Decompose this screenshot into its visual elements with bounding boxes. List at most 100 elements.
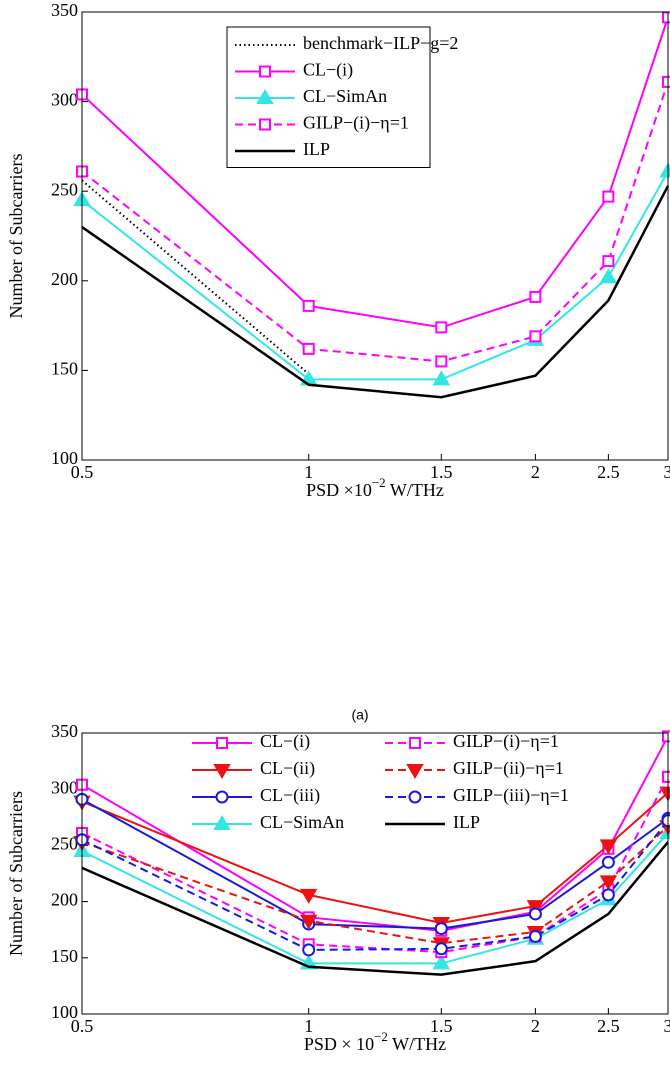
x-axis-label: PSD ×10−2 W/THz xyxy=(306,475,444,500)
marker xyxy=(259,118,271,131)
marker xyxy=(409,737,421,749)
x-tick-label: 1.5 xyxy=(430,462,453,482)
series-line xyxy=(81,179,310,375)
x-tick-label: 2 xyxy=(531,462,540,482)
chart: 100 150 200 250 300 350 0.5 1 1.5 2 2.5 3 PSD ×10−2 … xyxy=(6,0,670,723)
marker xyxy=(259,65,271,78)
legend-label: ILP xyxy=(303,139,330,159)
x-tick-label: 2 xyxy=(531,1016,540,1036)
legend-label: benchmark−ILP−g=2 xyxy=(303,33,458,53)
marker xyxy=(299,888,318,904)
y-tick-label: 150 xyxy=(51,946,78,966)
plot-frame xyxy=(81,732,669,1015)
x-tick-label: 2.5 xyxy=(597,1016,620,1036)
legend-label: GILP−(ii)−η=1 xyxy=(453,758,564,779)
x-tick-label: 1 xyxy=(304,1016,313,1036)
series-line xyxy=(81,841,669,976)
legend-label: GILP−(iii)−η=1 xyxy=(453,785,569,806)
marker xyxy=(299,914,318,930)
legend-label: CL−SimAn xyxy=(303,86,387,106)
marker xyxy=(662,11,670,24)
legend-label: CL−(iii) xyxy=(260,785,320,806)
marker xyxy=(434,922,448,936)
marker xyxy=(528,929,542,943)
plot-area xyxy=(82,733,668,1014)
legend-label: CL−(ii) xyxy=(260,758,315,779)
marker xyxy=(213,764,231,779)
series-line xyxy=(81,17,669,329)
legend-label: ILP xyxy=(453,812,480,832)
marker xyxy=(602,190,615,203)
marker xyxy=(302,342,315,355)
marker xyxy=(528,907,542,921)
series-line xyxy=(81,81,669,363)
y-tick-label: 350 xyxy=(51,721,78,741)
x-tick-label: 3 xyxy=(664,1016,670,1036)
marker xyxy=(662,75,670,88)
marker xyxy=(256,89,274,104)
x-tick-label: 0.5 xyxy=(71,1016,94,1036)
caption: (a) xyxy=(351,707,368,723)
marker xyxy=(599,268,618,284)
y-tick-label: 200 xyxy=(51,890,78,910)
marker xyxy=(599,839,618,855)
x-axis-label-part: −2 xyxy=(372,475,386,490)
marker xyxy=(662,770,670,783)
y-tick-label: 300 xyxy=(51,777,78,797)
y-tick-label: 350 xyxy=(51,0,78,20)
x-axis-label-part: PSD × 10 xyxy=(304,1034,374,1054)
marker xyxy=(432,370,451,386)
x-axis-label: PSD × 10−2 W/THz xyxy=(304,1029,446,1054)
marker xyxy=(435,355,448,368)
y-tick-label: 100 xyxy=(51,448,78,468)
marker xyxy=(406,764,424,779)
marker xyxy=(526,900,545,916)
marker xyxy=(601,888,615,902)
series-line xyxy=(81,798,669,930)
y-tick-label: 250 xyxy=(51,179,78,199)
series-line xyxy=(81,825,669,945)
legend-label: CL−(i) xyxy=(260,731,310,752)
y-tick-label: 150 xyxy=(51,359,78,379)
marker xyxy=(601,855,615,869)
legend-label: CL−(i) xyxy=(303,60,353,81)
marker xyxy=(408,790,422,804)
x-tick-label: 2.5 xyxy=(597,462,620,482)
x-tick-label: 1.5 xyxy=(430,1016,453,1036)
series-line xyxy=(81,791,669,924)
series-line xyxy=(81,832,669,965)
series-line xyxy=(81,820,669,951)
marker xyxy=(529,330,542,343)
x-tick-label: 0.5 xyxy=(71,462,94,482)
y-tick-label: 100 xyxy=(51,1002,78,1022)
marker xyxy=(215,790,229,804)
marker xyxy=(302,943,316,957)
marker xyxy=(599,875,618,891)
series-line xyxy=(81,776,669,954)
legend-label: CL−SimAn xyxy=(260,812,344,832)
x-tick-label: 3 xyxy=(664,462,670,482)
marker xyxy=(435,321,448,334)
chart: 100 150 200 250 300 350 0.5 1 1.5 2 2.5 3 PSD × 10−2… xyxy=(6,721,670,1054)
marker xyxy=(302,299,315,312)
marker xyxy=(434,942,448,956)
x-axis-label-part: −2 xyxy=(374,1029,388,1044)
marker xyxy=(602,255,615,268)
marker xyxy=(213,815,231,830)
plot-frame xyxy=(81,11,669,461)
x-axis-label-part: W/THz xyxy=(388,1034,446,1054)
marker xyxy=(432,954,451,970)
legend-label: GILP−(i)−η=1 xyxy=(303,113,409,134)
series-line xyxy=(81,170,669,381)
series-line xyxy=(81,185,670,399)
y-tick-label: 300 xyxy=(51,90,78,110)
x-axis-label-part: W/THz xyxy=(386,480,444,500)
x-tick-label: 1 xyxy=(304,462,313,482)
y-axis-label: Number of Subcarriers xyxy=(6,154,26,319)
y-tick-label: 200 xyxy=(51,269,78,289)
y-axis-label: Number of Subcarriers xyxy=(6,791,26,956)
marker xyxy=(661,814,670,828)
marker xyxy=(529,290,542,303)
y-tick-label: 250 xyxy=(51,834,78,854)
